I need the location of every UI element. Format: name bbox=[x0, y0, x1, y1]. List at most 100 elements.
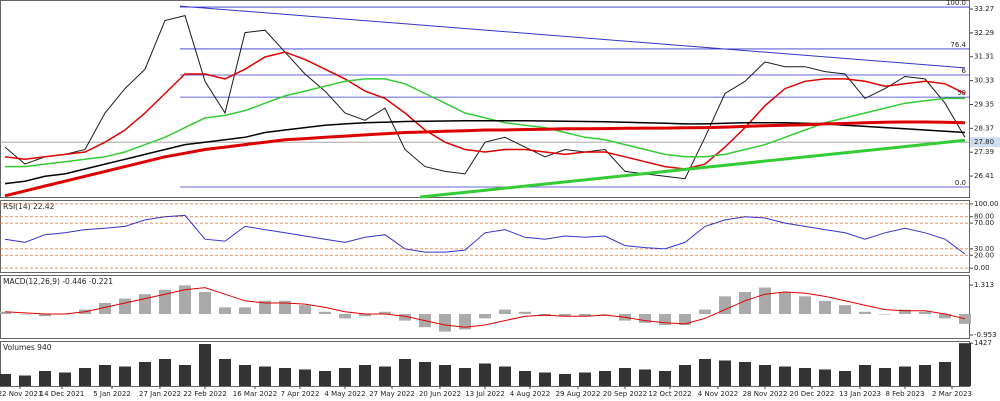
bar bbox=[0, 311, 11, 314]
bar bbox=[779, 291, 791, 314]
bar bbox=[579, 313, 591, 317]
bar bbox=[799, 296, 811, 314]
x-tick-label: 2 Mar 2023 bbox=[932, 390, 972, 398]
x-tick-label: 27 Jan 2022 bbox=[139, 390, 181, 398]
x-tick-label: 12 Oct 2022 bbox=[648, 390, 691, 398]
bar bbox=[319, 311, 331, 314]
bar bbox=[759, 365, 771, 386]
bar bbox=[119, 298, 131, 314]
bar bbox=[439, 313, 451, 332]
panel-title: RSI(14) 22.42 bbox=[3, 202, 55, 211]
y-tick-label: 33.27 bbox=[974, 5, 994, 13]
x-tick-label: 4 Nov 2022 bbox=[698, 390, 738, 398]
bar bbox=[959, 343, 971, 386]
trendline bbox=[179, 5, 966, 69]
bar bbox=[719, 296, 731, 314]
bar bbox=[859, 311, 871, 314]
y-tick-label: 29.35 bbox=[974, 100, 994, 108]
bar bbox=[919, 311, 931, 314]
x-tick-label: 16 Mar 2022 bbox=[233, 390, 277, 398]
bar bbox=[639, 313, 651, 323]
bar bbox=[919, 365, 931, 386]
bar bbox=[99, 302, 111, 314]
y-tick-label: 30.33 bbox=[974, 77, 994, 85]
x-tick-label: 22 Nov 2021 bbox=[0, 390, 42, 398]
panel-frame bbox=[0, 0, 970, 198]
bar bbox=[159, 289, 171, 314]
y-tick-label: 0.00 bbox=[974, 264, 990, 272]
bar bbox=[839, 371, 851, 386]
bar bbox=[39, 371, 51, 386]
bar bbox=[719, 360, 731, 386]
x-tick-label: 5 Jan 2022 bbox=[93, 390, 131, 398]
bar bbox=[19, 375, 31, 386]
panel-frame bbox=[0, 200, 970, 273]
bar bbox=[419, 362, 431, 386]
price-tag bbox=[970, 137, 1000, 148]
bar bbox=[219, 359, 231, 386]
bar bbox=[519, 311, 531, 314]
bar bbox=[259, 300, 271, 314]
bar bbox=[399, 313, 411, 321]
bar bbox=[379, 366, 391, 386]
bar bbox=[339, 313, 351, 319]
bar bbox=[679, 313, 691, 326]
bar bbox=[699, 359, 711, 386]
x-tick-label: 7 Apr 2022 bbox=[281, 390, 320, 398]
bar bbox=[559, 313, 571, 317]
x-tick-label: 14 Dec 2021 bbox=[40, 390, 85, 398]
bar bbox=[299, 305, 311, 314]
bar bbox=[139, 294, 151, 314]
bar bbox=[199, 344, 211, 386]
bar bbox=[439, 365, 451, 386]
y-tick-label: -0.953 bbox=[974, 331, 997, 339]
y-tick-label: 26.41 bbox=[974, 172, 994, 180]
bar bbox=[819, 300, 831, 314]
bar bbox=[279, 300, 291, 314]
bar bbox=[79, 368, 91, 386]
bar bbox=[139, 362, 151, 386]
bar bbox=[679, 365, 691, 386]
series-line bbox=[4, 15, 966, 180]
bar bbox=[39, 313, 51, 317]
x-tick-label: 8 Feb 2023 bbox=[885, 390, 924, 398]
bar bbox=[599, 371, 611, 386]
x-tick-label: 27 May 2022 bbox=[369, 390, 415, 398]
bar bbox=[599, 313, 611, 315]
y-tick-label: 80.00 bbox=[974, 213, 994, 221]
bar bbox=[19, 313, 31, 315]
bar bbox=[739, 362, 751, 386]
fib-label: 100.0 bbox=[946, 0, 966, 7]
bar bbox=[499, 366, 511, 386]
bar bbox=[359, 365, 371, 386]
y-tick-label: 70.00 bbox=[974, 219, 994, 227]
bar bbox=[759, 287, 771, 314]
y-tick-label: 28.37 bbox=[974, 124, 994, 132]
bar bbox=[239, 307, 251, 314]
trendline bbox=[419, 138, 966, 199]
x-tick-label: 28 Nov 2022 bbox=[743, 390, 788, 398]
bar bbox=[779, 366, 791, 386]
fib-label: 50 bbox=[957, 89, 966, 97]
bar bbox=[259, 366, 271, 386]
bar bbox=[519, 371, 531, 386]
y-tick-label: 27.39 bbox=[974, 148, 994, 156]
bar bbox=[459, 368, 471, 386]
bar bbox=[899, 366, 911, 386]
panel-title: Volumes 940 bbox=[3, 343, 52, 352]
x-tick-label: 4 Aug 2022 bbox=[510, 390, 550, 398]
x-tick-label: 20 Dec 2022 bbox=[790, 390, 835, 398]
x-tick-label: 13 Jul 2022 bbox=[465, 390, 505, 398]
bar bbox=[559, 374, 571, 386]
y-tick-label: 32.29 bbox=[974, 29, 994, 37]
bar bbox=[699, 309, 711, 314]
bar bbox=[879, 313, 891, 315]
bar bbox=[119, 366, 131, 386]
bar bbox=[619, 368, 631, 386]
x-tick-label: 20 Sep 2022 bbox=[603, 390, 647, 398]
bar bbox=[59, 372, 71, 386]
bar bbox=[379, 311, 391, 314]
x-tick-label: 13 Jan 2023 bbox=[839, 390, 881, 398]
bar bbox=[879, 368, 891, 386]
